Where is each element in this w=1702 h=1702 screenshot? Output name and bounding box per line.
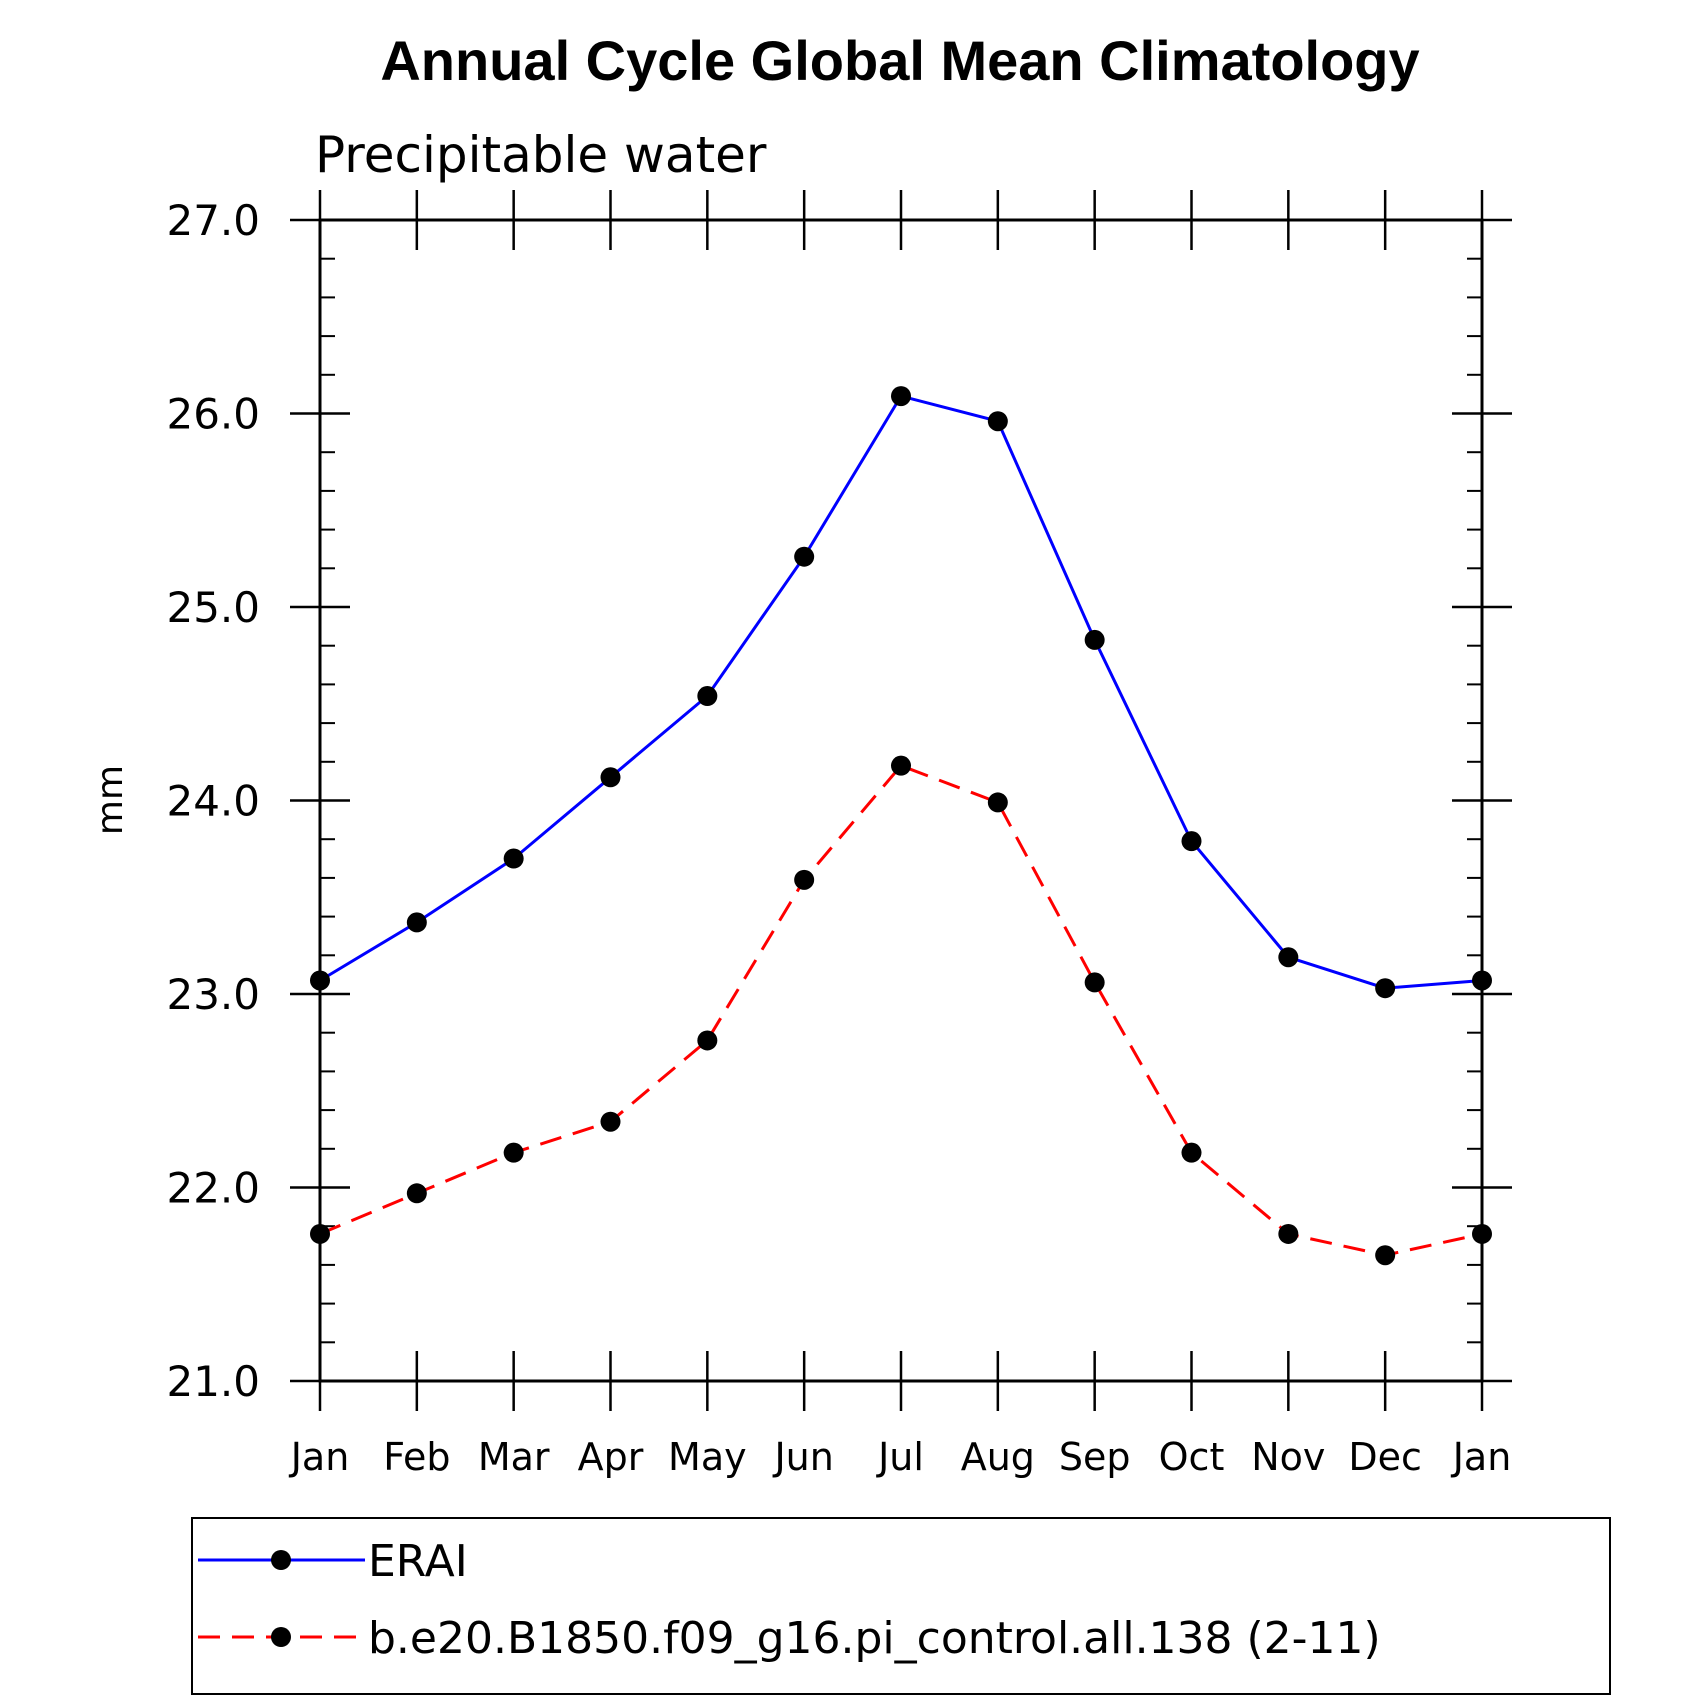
data-point — [406, 912, 427, 933]
x-tick-label: Jan — [289, 1435, 350, 1479]
series-line-2 — [319, 763, 1483, 1257]
series-line-1 — [319, 394, 1483, 990]
data-point — [1375, 978, 1396, 999]
legend-marker-1 — [271, 1550, 291, 1570]
x-tick-label: Jul — [876, 1435, 924, 1479]
data-point — [891, 755, 911, 776]
legend-marker-2 — [271, 1627, 291, 1647]
x-tick-label: Dec — [1348, 1435, 1422, 1479]
axis-ticks — [290, 190, 1512, 1411]
x-tick-labels: Jan Feb Mar Apr May Jun Jul Aug Sep Oct Nov Dec Jan — [289, 1435, 1512, 1479]
data-point — [1375, 1245, 1396, 1266]
data-point — [794, 869, 815, 890]
y-axis-label: mm — [90, 765, 131, 835]
x-tick-label: Sep — [1059, 1435, 1131, 1479]
x-tick-label: Jan — [1451, 1435, 1512, 1479]
data-point — [1278, 1223, 1299, 1244]
y-tick-label: 22.0 — [166, 1164, 260, 1213]
x-tick-label: Mar — [478, 1435, 550, 1479]
series-markers — [310, 386, 1492, 1266]
data-point — [794, 546, 815, 567]
data-point — [503, 848, 524, 869]
y-tick-label: 26.0 — [166, 390, 260, 439]
data-point — [1084, 972, 1105, 993]
x-tick-label: Feb — [383, 1435, 450, 1479]
data-point — [697, 686, 718, 707]
data-point — [600, 767, 621, 788]
y-tick-label: 25.0 — [166, 583, 260, 632]
data-point — [987, 411, 1008, 432]
y-tick-labels: 21.0 22.0 23.0 24.0 25.0 26.0 27.0 — [166, 196, 260, 1406]
legend-box — [191, 1517, 1611, 1695]
x-tick-label: Nov — [1251, 1435, 1325, 1479]
data-point — [406, 1183, 427, 1204]
data-point — [1181, 831, 1202, 852]
data-point — [503, 1142, 524, 1163]
data-point — [1278, 947, 1299, 968]
legend-label-2: b.e20.B1850.f09_g16.pi_control.all.138 (… — [368, 1613, 1381, 1664]
chart-subtitle: Precipitable water — [315, 126, 767, 184]
legend-label-1: ERAI — [368, 1536, 468, 1587]
y-tick-label: 21.0 — [166, 1357, 260, 1406]
x-tick-label: Aug — [961, 1435, 1035, 1479]
x-tick-label: Oct — [1159, 1435, 1225, 1479]
data-point — [697, 1030, 718, 1051]
legend-entries: ERAI b.e20.B1850.f09_g16.pi_control.all.1… — [198, 1536, 1381, 1664]
x-tick-label: Jun — [772, 1435, 833, 1479]
chart-title: Annual Cycle Global Mean Climatology — [380, 29, 1419, 92]
data-point — [987, 792, 1008, 813]
legend: ERAI b.e20.B1850.f09_g16.pi_control.all.1… — [191, 1517, 1611, 1695]
data-point — [891, 386, 911, 407]
data-point — [1181, 1142, 1202, 1163]
data-point — [600, 1111, 621, 1132]
x-tick-label: Apr — [578, 1435, 644, 1479]
y-tick-label: 23.0 — [166, 970, 260, 1019]
y-tick-label: 24.0 — [166, 777, 260, 826]
plot-frame — [318, 218, 1484, 1383]
series-lines — [319, 394, 1483, 1257]
x-tick-label: May — [668, 1435, 747, 1479]
y-tick-label: 27.0 — [166, 196, 260, 245]
data-point — [1084, 629, 1105, 650]
